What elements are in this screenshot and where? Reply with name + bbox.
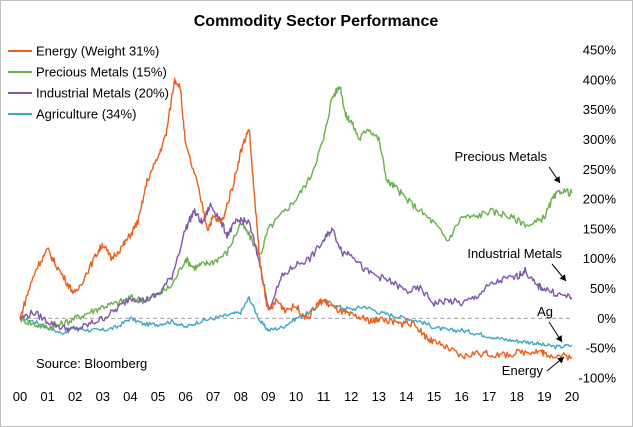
legend-label-precious: Precious Metals (15%) [36, 65, 167, 80]
x-tick-label: 10 [289, 389, 303, 404]
x-tick-label: 03 [96, 389, 110, 404]
x-tick-label: 00 [13, 389, 27, 404]
y-tick-label: 400% [583, 72, 617, 87]
x-tick-label: 02 [68, 389, 82, 404]
x-tick-label: 18 [510, 389, 524, 404]
x-tick-label: 15 [427, 389, 441, 404]
x-tick-label: 05 [151, 389, 165, 404]
x-tick-label: 13 [372, 389, 386, 404]
x-tick-label: 20 [565, 389, 579, 404]
y-tick-label: 450% [583, 43, 617, 58]
x-tick-label: 12 [344, 389, 358, 404]
annotation-arrowhead [559, 274, 566, 281]
annotation-arrowhead [553, 176, 560, 183]
series-line-industrial [19, 202, 573, 333]
annotation-label: Precious Metals [455, 149, 548, 164]
x-tick-label: 19 [537, 389, 551, 404]
x-tick-label: 11 [317, 389, 331, 404]
series-line-agriculture [19, 296, 573, 350]
annotation-label: Energy [502, 363, 544, 378]
annotation-arrowhead [557, 357, 564, 364]
y-tick-label: 50% [590, 281, 616, 296]
x-axis-ticks: 00 01 02 03 04 05 06 07 08 09 10 11 12 13 14 15 16 17 18 19… [13, 389, 579, 404]
y-tick-label: 300% [583, 132, 617, 147]
legend-label-energy: Energy (Weight 31%) [36, 44, 159, 59]
y-tick-label: 0% [597, 311, 616, 326]
x-tick-label: 01 [40, 389, 54, 404]
y-tick-label: -100% [578, 371, 616, 386]
annotations: Precious Metals Industrial Metals Ag Energy [455, 149, 567, 378]
x-tick-label: 17 [482, 389, 496, 404]
y-tick-label: 350% [583, 102, 617, 117]
series-line-precious [19, 86, 573, 331]
x-tick-label: 16 [454, 389, 468, 404]
x-tick-label: 09 [261, 389, 275, 404]
series-line-energy [19, 77, 573, 361]
y-tick-label: 250% [583, 162, 617, 177]
x-tick-label: 07 [206, 389, 220, 404]
y-tick-label: 100% [583, 251, 617, 266]
y-tick-label: 150% [583, 221, 617, 236]
legend-label-industrial: Industrial Metals (20%) [36, 86, 169, 101]
x-tick-label: 08 [234, 389, 248, 404]
annotation-arrowhead [555, 335, 562, 342]
legend-label-agriculture: Agriculture (34%) [36, 107, 136, 122]
source-note: Source: Bloomberg [36, 356, 147, 371]
y-tick-label: 200% [583, 192, 617, 207]
chart-title: Commodity Sector Performance [194, 13, 439, 30]
annotation-label: Ag [537, 304, 553, 319]
annotation-label: Industrial Metals [467, 246, 562, 261]
x-tick-label: 14 [399, 389, 413, 404]
series-layer [19, 77, 573, 361]
y-tick-label: -50% [586, 341, 617, 356]
legend: Energy (Weight 31%) Precious Metals (15%)… [8, 44, 169, 122]
x-tick-label: 04 [123, 389, 137, 404]
x-tick-label: 06 [178, 389, 192, 404]
y-axis-ticks: 450% 400% 350% 300% 250% 200% 150% 100% 50% 0% -50… [578, 43, 616, 386]
